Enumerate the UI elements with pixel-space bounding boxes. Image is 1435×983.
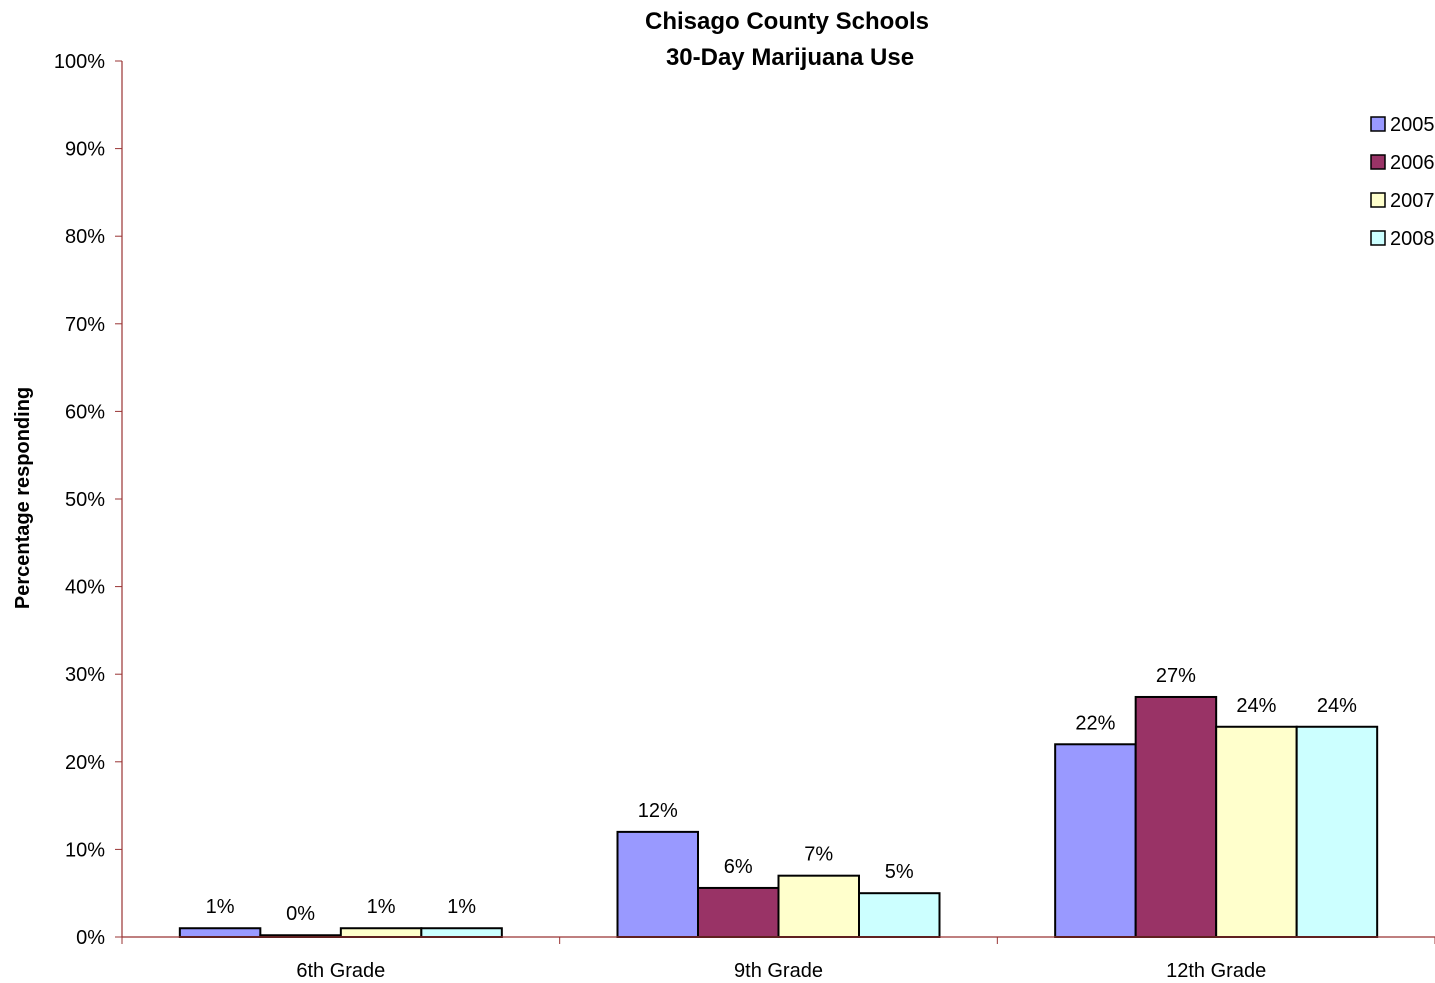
bar-2008-0 xyxy=(420,927,503,938)
data-label-2008-0: 1% xyxy=(447,896,476,918)
y-tick-label: 70% xyxy=(65,314,105,336)
bars xyxy=(178,695,1379,939)
y-axis-label: Percentage responding xyxy=(12,387,34,609)
legend-swatch-2007 xyxy=(1370,192,1386,208)
y-tick-label: 40% xyxy=(65,577,105,599)
x-axis-categories: 6th Grade 9th Grade 12th Grade xyxy=(296,960,1266,982)
chart-title-line-2: 30-Day Marijuana Use xyxy=(666,44,914,71)
data-label-2007-0: 1% xyxy=(367,896,396,918)
category-label: 9th Grade xyxy=(734,960,823,982)
y-tick-label: 30% xyxy=(65,664,105,686)
bar-2007-0 xyxy=(339,927,423,938)
data-label-2008-2: 24% xyxy=(1317,695,1357,717)
bar-2006-2 xyxy=(1134,695,1218,939)
data-label-2005-0: 1% xyxy=(206,896,235,918)
data-label-2006-0: 0% xyxy=(286,903,315,925)
y-tick-label: 80% xyxy=(65,226,105,248)
bar-2006-1 xyxy=(697,886,780,938)
data-label-2005-1: 12% xyxy=(638,800,678,822)
y-tick-label: 100% xyxy=(54,51,105,73)
data-label-2008-1: 5% xyxy=(885,861,914,883)
legend-label-2006: 2006 xyxy=(1390,152,1435,174)
y-axis-ticks: 0% 10% 20% 30% 40% 50% 60% 70% 80% 90% 100% xyxy=(54,51,122,949)
legend-swatch-2005 xyxy=(1370,116,1386,132)
data-label-2007-1: 7% xyxy=(804,844,833,866)
legend-swatch-2006 xyxy=(1370,154,1386,170)
bar-2008-2 xyxy=(1295,725,1379,939)
data-label-2005-2: 22% xyxy=(1075,712,1115,734)
y-tick-label: 20% xyxy=(65,752,105,774)
legend-label-2005: 2005 xyxy=(1390,114,1435,136)
legend: 2005 2006 2007 2008 xyxy=(1370,114,1435,250)
legend-swatch-2008 xyxy=(1370,230,1386,246)
y-tick-label: 50% xyxy=(65,489,105,511)
category-label: 6th Grade xyxy=(296,960,385,982)
legend-label-2007: 2007 xyxy=(1390,190,1435,212)
bar-2007-1 xyxy=(777,874,860,938)
legend-label-2008: 2008 xyxy=(1390,228,1435,250)
y-tick-label: 10% xyxy=(65,839,105,861)
data-labels: 1% 0% 1% 1% 12% 6% 7% 5% 22% 27% 24% 24% xyxy=(206,665,1358,925)
data-label-2006-1: 6% xyxy=(724,856,753,878)
chart-title-line-1: Chisago County Schools xyxy=(645,8,929,35)
y-tick-label: 0% xyxy=(76,927,105,949)
bar-2007-2 xyxy=(1215,725,1298,939)
category-label: 12th Grade xyxy=(1166,960,1266,982)
bar-2005-1 xyxy=(616,830,699,939)
data-label-2007-2: 24% xyxy=(1236,695,1276,717)
y-tick-label: 60% xyxy=(65,401,105,423)
data-label-2006-2: 27% xyxy=(1156,665,1196,687)
y-tick-label: 90% xyxy=(65,139,105,161)
bar-2005-0 xyxy=(178,927,262,938)
bar-2005-2 xyxy=(1054,743,1137,939)
bar-2008-1 xyxy=(858,892,941,939)
axes xyxy=(121,61,1435,944)
